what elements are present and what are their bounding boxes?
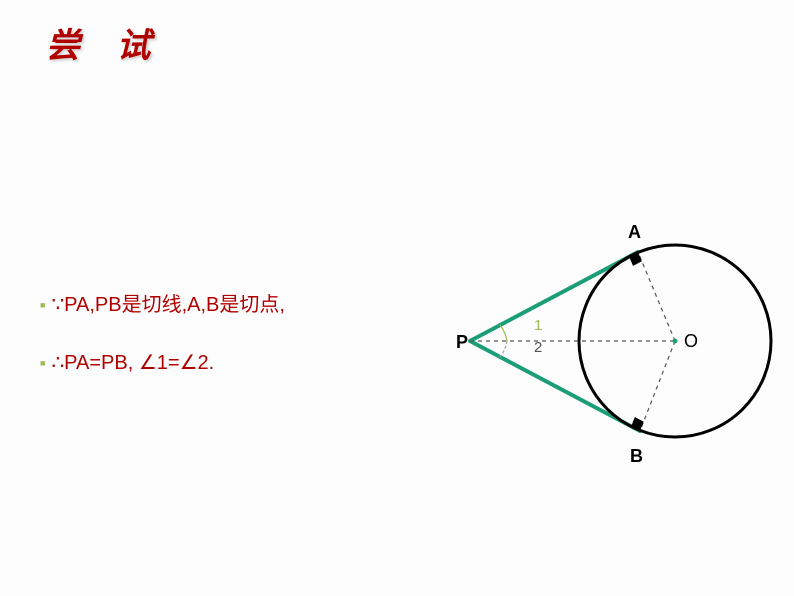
slide-title: 尝 试 [46, 18, 165, 67]
svg-text:2: 2 [534, 339, 542, 356]
conclusion-line: ∴PA=PB, ∠1=∠2. [40, 348, 420, 378]
geometry-diagram: 1 2 P A B O [450, 218, 780, 472]
svg-text:O: O [684, 331, 698, 351]
svg-text:A: A [628, 222, 641, 242]
conclusion-text: ∴PA=PB, ∠1=∠2. [51, 352, 214, 374]
premise-text: ∵PA,PB是切线,A,B是切点, [51, 294, 285, 316]
content-block: ∵PA,PB是切线,A,B是切点, ∴PA=PB, ∠1=∠2. [40, 290, 420, 406]
svg-text:B: B [630, 446, 643, 466]
svg-text:P: P [456, 332, 468, 352]
svg-text:1: 1 [534, 317, 542, 334]
premise-line: ∵PA,PB是切线,A,B是切点, [40, 290, 420, 320]
